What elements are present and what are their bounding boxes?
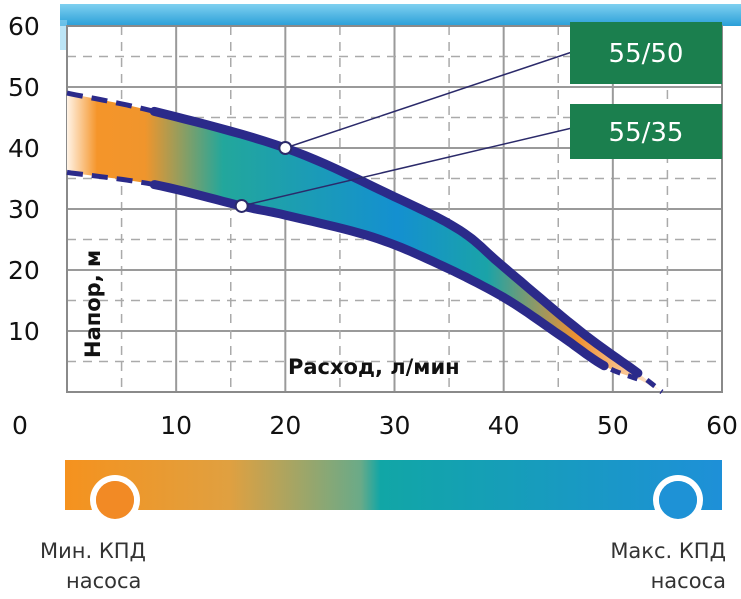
y-tick-labels: 10 20 30 40 50 60 xyxy=(8,12,40,346)
curve-solid xyxy=(149,180,609,371)
x-tick-label: 50 xyxy=(597,411,629,440)
curve-dashed-end xyxy=(610,367,641,383)
callouts xyxy=(241,51,573,207)
max-efficiency-sub: насоса xyxy=(651,569,726,593)
x-tick-label: 10 xyxy=(160,411,192,440)
markers xyxy=(234,141,293,213)
y-tick-label: 60 xyxy=(8,12,40,41)
y-tick-label: 40 xyxy=(8,134,40,163)
x-tick-label: 40 xyxy=(488,411,520,440)
operating-band xyxy=(67,93,662,392)
y-tick-label: 30 xyxy=(8,195,40,224)
efficiency-scale: Мин. КПД насоса Макс. КПД насоса xyxy=(40,460,730,593)
x-tick-label: 30 xyxy=(379,411,411,440)
top-band-left-fade xyxy=(60,20,67,50)
curve-dashed-start xyxy=(66,169,155,188)
max-efficiency-label: Макс. КПД xyxy=(610,539,726,563)
plot-frame xyxy=(66,25,723,393)
x-tick-labels: 0 10 20 30 40 50 60 xyxy=(12,411,738,440)
svg-text:55/35: 55/35 xyxy=(609,118,684,148)
series-label-55-50: 55/50 xyxy=(570,22,722,84)
svg-text:55/50: 55/50 xyxy=(609,39,684,69)
min-efficiency-sub: насоса xyxy=(66,569,141,593)
series-label-55-35: 55/35 xyxy=(570,104,722,159)
x-tick-label: 60 xyxy=(706,411,738,440)
callout-line-55-35 xyxy=(241,127,573,207)
curve-dashed-end xyxy=(645,377,664,395)
y-tick-label: 50 xyxy=(8,73,40,102)
x-tick-label: 20 xyxy=(269,411,301,440)
min-efficiency-label: Мин. КПД xyxy=(40,539,146,563)
operating-point-marker xyxy=(234,198,249,213)
operating-point-marker xyxy=(278,141,293,155)
curve-dashed-start xyxy=(66,90,155,114)
callout-line-55-50 xyxy=(285,51,573,149)
top-band xyxy=(60,4,741,26)
x-axis-label: Расход, л/мин xyxy=(288,355,460,379)
x-tick-label: 0 xyxy=(12,411,28,440)
y-axis-label: Напор, м xyxy=(81,250,105,358)
y-tick-label: 10 xyxy=(8,317,40,346)
y-tick-label: 20 xyxy=(8,256,40,285)
